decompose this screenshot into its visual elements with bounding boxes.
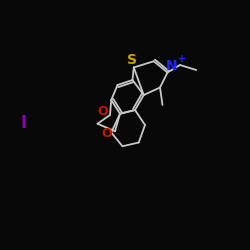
Text: N: N [166, 58, 178, 72]
Text: I: I [21, 114, 27, 132]
Text: O: O [102, 127, 112, 140]
Text: S: S [128, 52, 138, 66]
Text: +: + [178, 54, 186, 64]
Text: O: O [98, 105, 108, 118]
